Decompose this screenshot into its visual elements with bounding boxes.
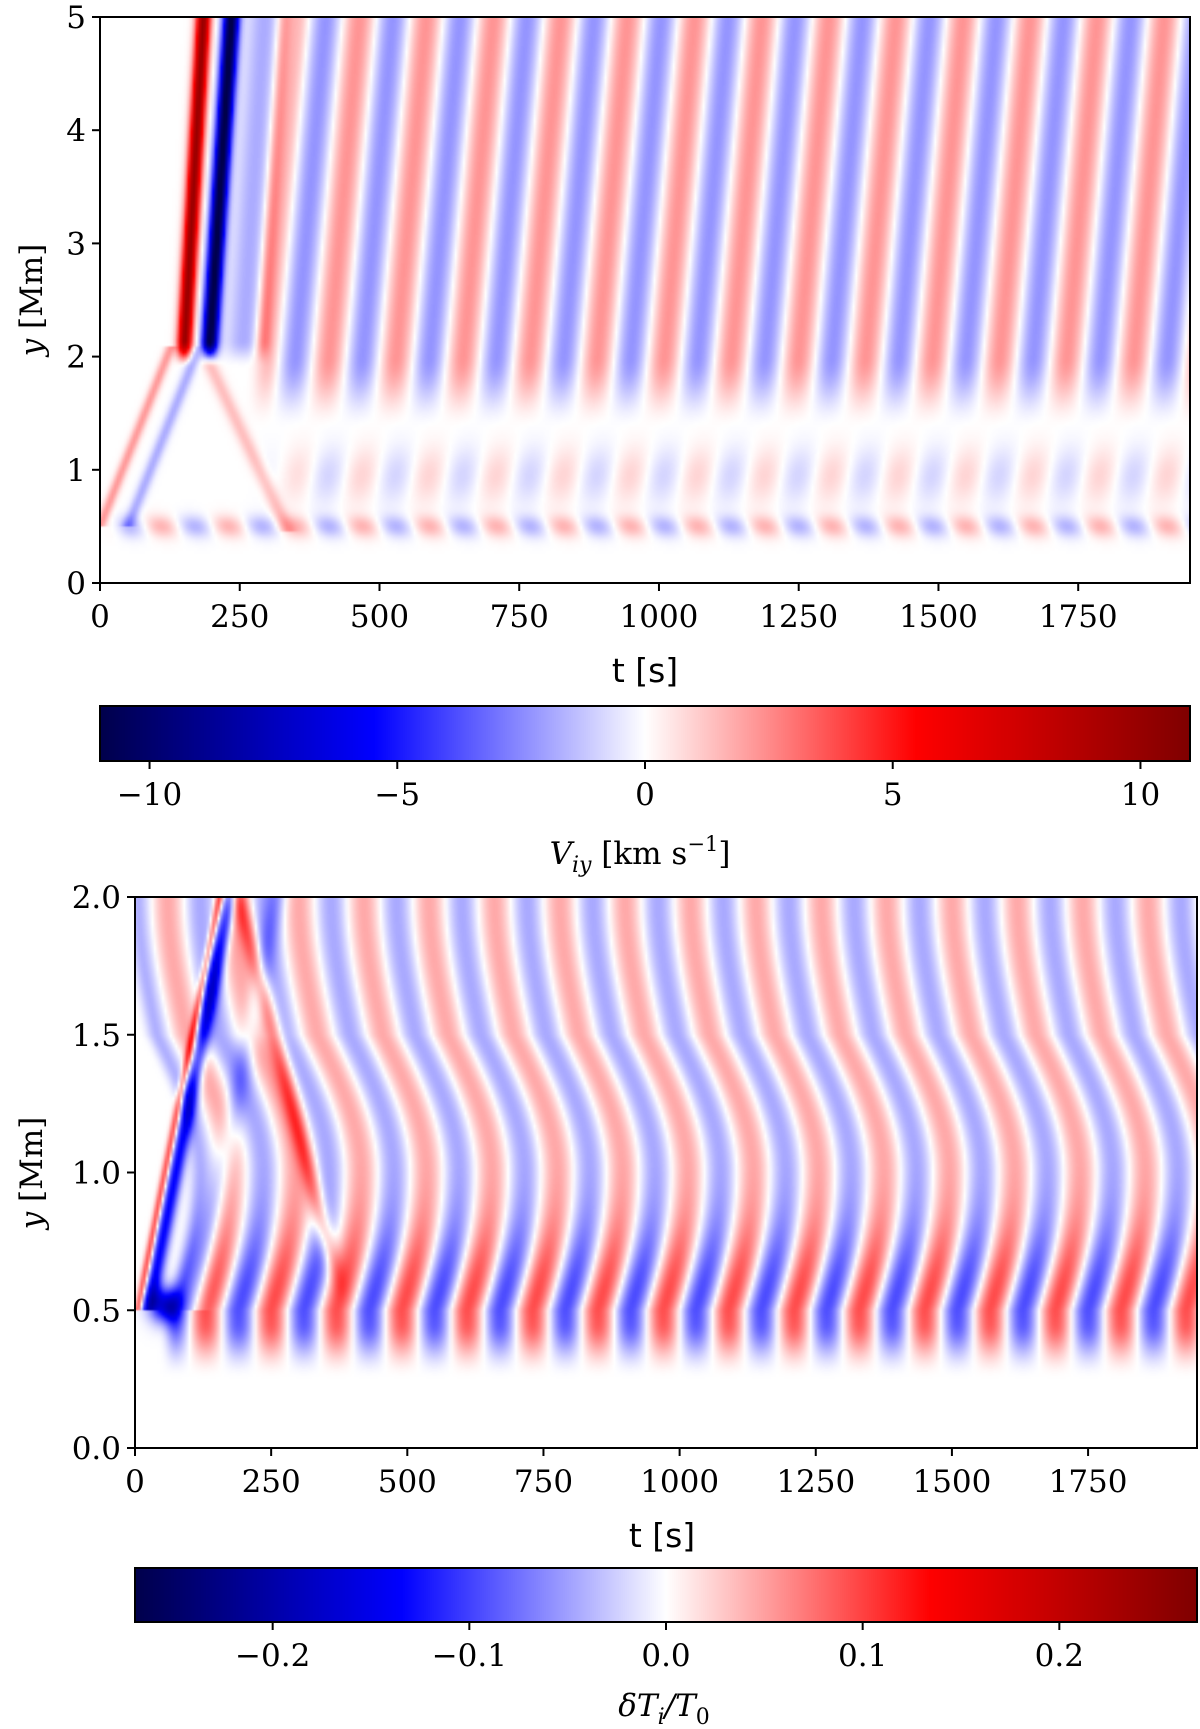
plot-frame-velocity [99, 16, 1191, 584]
x-tick-label: 500 [378, 1464, 437, 1500]
colorbar-gradient-temperature [135, 1568, 1197, 1622]
y-tick-label: 1.0 [72, 1156, 121, 1192]
colorbar-tick-label: −5 [374, 777, 420, 813]
colorbar-tick-label: 0.0 [641, 1638, 690, 1674]
y-tick-label: 2.0 [72, 880, 121, 916]
colorbar-tick-label: −10 [117, 777, 182, 813]
colorbar-tick-label: 0 [635, 777, 655, 813]
y-tick-label: 0 [66, 566, 86, 602]
colorbar-tick-label: 0.2 [1035, 1638, 1084, 1674]
x-tick-label: 1250 [776, 1464, 855, 1500]
x-tick-label: 1000 [620, 599, 699, 635]
x-tick-label: 0 [90, 599, 110, 635]
heatmap-temperature [135, 897, 1197, 1448]
colorbar-tick-label: 5 [883, 777, 903, 813]
x-axis-label-velocity: t [s] [612, 651, 678, 690]
x-tick-label: 250 [210, 599, 269, 635]
heatmap-image-velocity [100, 17, 1190, 583]
x-axis-label-temperature: t [s] [629, 1516, 695, 1555]
x-tick-label: 1500 [899, 599, 978, 635]
panel-temperature: 0 250 500 750 1000 1250 1500 1750 0.0 0.5 1.0 1.5 2… [14, 880, 1198, 1729]
y-tick-label: 2 [66, 340, 86, 376]
y-ticks-temperature: 0.0 0.5 1.0 1.5 2.0 [72, 880, 135, 1467]
y-axis-label-temperature: y [Mm] [14, 1117, 50, 1232]
x-tick-label: 1000 [640, 1464, 719, 1500]
x-tick-label: 250 [242, 1464, 301, 1500]
colorbar-tick-label: −0.2 [235, 1638, 310, 1674]
x-tick-label: 0 [125, 1464, 145, 1500]
y-tick-label: 1.5 [72, 1018, 121, 1054]
x-tick-label: 750 [490, 599, 549, 635]
y-tick-label: 0.5 [72, 1293, 121, 1329]
colorbar-tick-label: 10 [1121, 777, 1160, 813]
x-ticks-velocity: 0 250 500 750 1000 1250 1500 1750 [90, 583, 1118, 635]
x-tick-label: 750 [514, 1464, 573, 1500]
colorbar-temperature: −0.2 −0.1 0.0 0.1 0.2 δTi/T0 [134, 1567, 1198, 1729]
x-tick-label: 1500 [912, 1464, 991, 1500]
x-tick-label: 500 [350, 599, 409, 635]
colorbar-gradient-velocity [100, 706, 1190, 761]
colorbar-ticks-temperature: −0.2 −0.1 0.0 0.1 0.2 [235, 1622, 1084, 1674]
x-ticks-temperature: 0 250 500 750 1000 1250 1500 1750 [125, 1448, 1128, 1500]
colorbar-label-temperature: δTi/T0 [618, 1688, 710, 1729]
colorbar-label-velocity: Viy [km s−1] [550, 832, 731, 878]
y-tick-label: 4 [66, 113, 86, 149]
x-tick-label: 1750 [1049, 1464, 1128, 1500]
x-tick-label: 1750 [1039, 599, 1118, 635]
x-tick-label: 1250 [759, 599, 838, 635]
colorbar-ticks-velocity: −10 −5 0 5 10 [117, 761, 1160, 813]
y-tick-label: 3 [66, 226, 86, 262]
y-tick-label: 1 [66, 453, 86, 489]
y-tick-label: 5 [66, 0, 86, 36]
heatmap-image-temperature [135, 897, 1197, 1448]
colorbar-tick-label: −0.1 [432, 1638, 507, 1674]
y-ticks-velocity: 0 1 2 3 4 5 [66, 0, 100, 602]
heatmap-velocity [100, 17, 1190, 583]
colorbar-tick-label: 0.1 [838, 1638, 887, 1674]
y-tick-label: 0.0 [72, 1431, 121, 1467]
colorbar-velocity: −10 −5 0 5 10 Viy [km s−1] [99, 705, 1191, 878]
y-axis-label-velocity: y [Mm] [14, 244, 50, 359]
